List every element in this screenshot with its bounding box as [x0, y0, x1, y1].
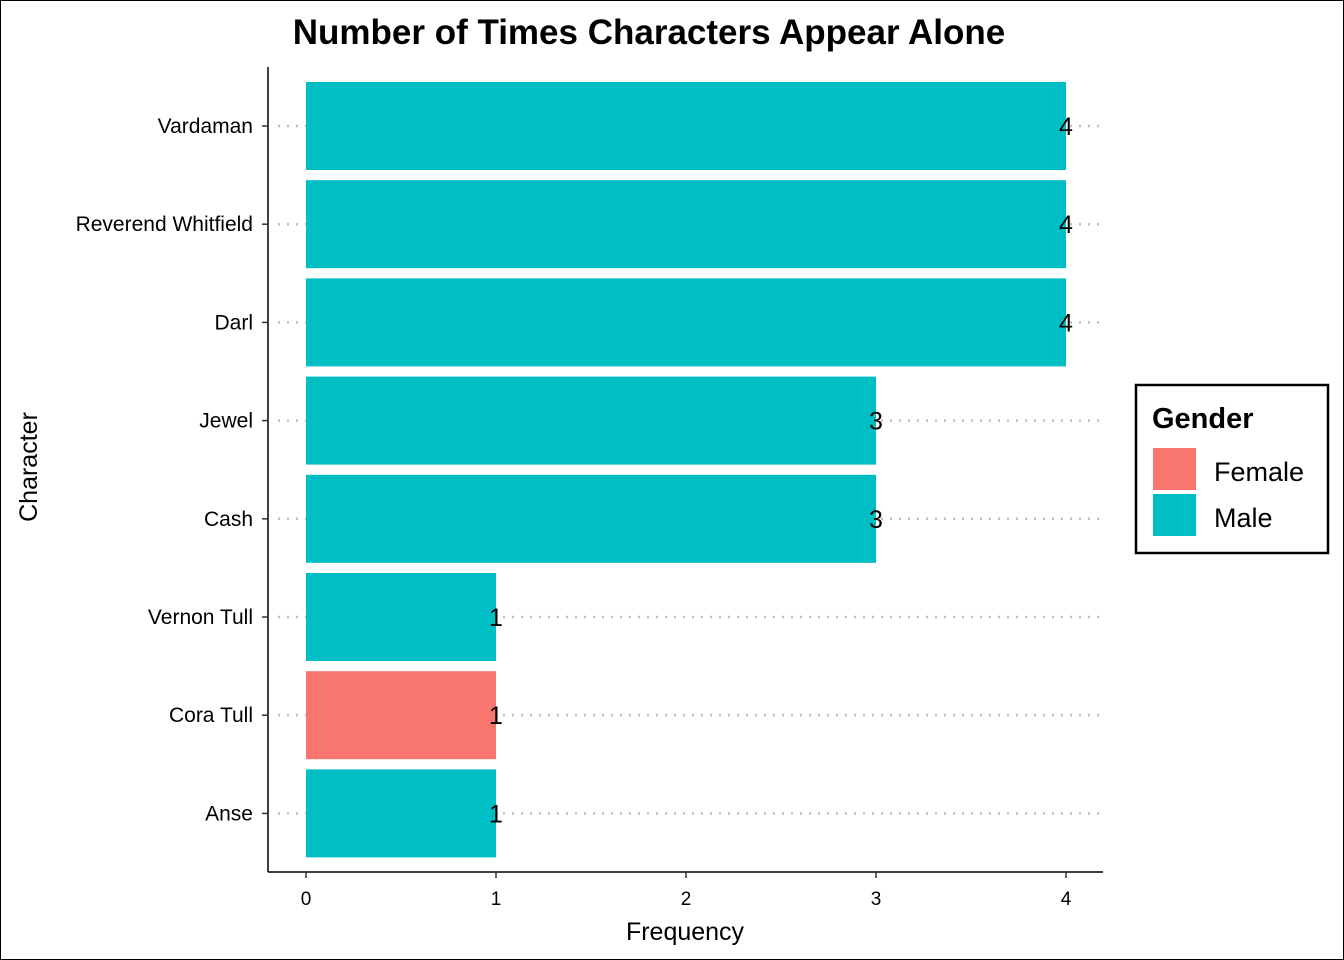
y-tick-label: Darl	[214, 311, 253, 334]
bar	[306, 474, 876, 563]
x-axis-ticks: 0 1 2 3 4	[301, 872, 1072, 910]
y-tick-label: Cora Tull	[169, 704, 253, 727]
y-tick-label: Vernon Tull	[148, 606, 253, 629]
data-label: 1	[489, 604, 503, 632]
x-tick-label: 0	[301, 889, 312, 910]
bar	[306, 671, 496, 760]
y-axis-ticks: Vardaman Reverend Whitfield Darl Jewel Cash V…	[76, 115, 268, 825]
y-tick-label: Jewel	[199, 410, 253, 433]
y-tick-label: Vardaman	[158, 115, 253, 138]
legend-swatch-female	[1153, 448, 1196, 490]
y-tick-label: Reverend Whitfield	[76, 213, 253, 236]
bar	[306, 82, 1066, 170]
bar	[306, 573, 496, 661]
y-axis-title: Character	[15, 412, 43, 522]
x-axis-title: Frequency	[626, 918, 745, 946]
bar	[306, 376, 876, 465]
legend-swatch-male	[1153, 494, 1196, 536]
data-label: 4	[1059, 113, 1073, 141]
x-tick-label: 4	[1061, 889, 1072, 910]
data-labels: 4 4 4 3 3 1 1 1	[489, 113, 1073, 828]
chart-title: Number of Times Characters Appear Alone	[293, 13, 1006, 52]
x-tick-label: 3	[871, 889, 882, 910]
y-tick-label: Anse	[205, 802, 253, 825]
bar	[306, 180, 1066, 269]
data-label: 3	[869, 408, 883, 436]
data-label: 4	[1059, 309, 1073, 337]
legend-label-female: Female	[1214, 457, 1304, 487]
legend: Gender Female Male	[1134, 383, 1330, 555]
bars	[306, 82, 1066, 858]
y-tick-label: Cash	[204, 508, 253, 531]
legend-label-male: Male	[1214, 503, 1273, 533]
legend-title: Gender	[1152, 403, 1254, 435]
data-label: 1	[489, 702, 503, 730]
bar	[306, 278, 1066, 367]
x-tick-label: 1	[491, 889, 502, 910]
bar	[306, 769, 496, 858]
data-label: 1	[489, 800, 503, 828]
data-label: 3	[869, 506, 883, 534]
x-tick-label: 2	[681, 889, 692, 910]
data-label: 4	[1059, 211, 1073, 239]
